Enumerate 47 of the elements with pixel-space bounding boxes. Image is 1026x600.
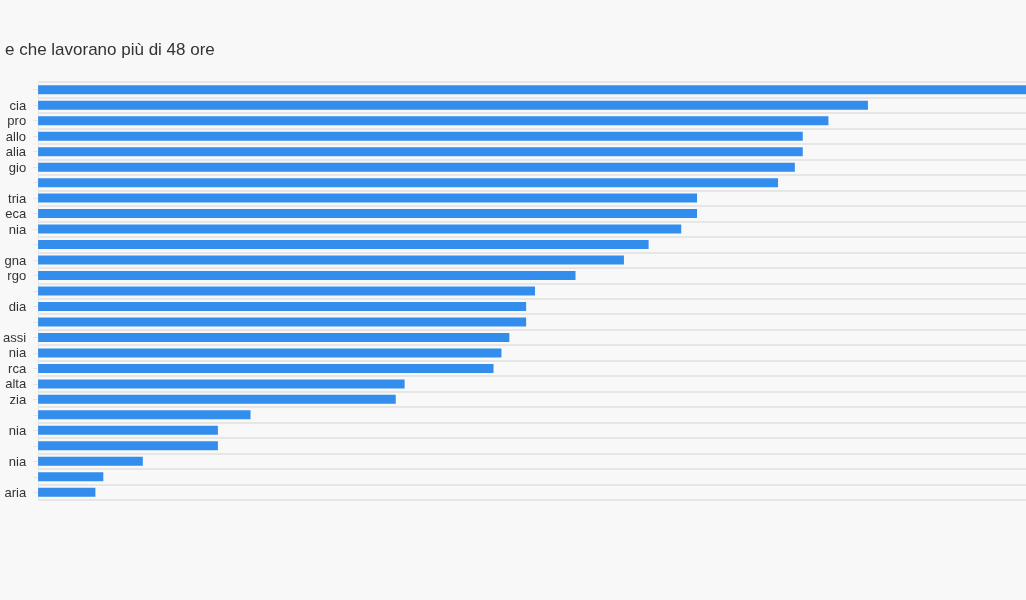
bar <box>38 379 405 389</box>
y-tick-label: pro <box>7 113 27 129</box>
bar <box>38 193 698 203</box>
bar <box>38 85 1026 95</box>
bar <box>38 410 251 420</box>
bar <box>38 255 624 265</box>
bar <box>38 456 143 466</box>
y-tick-label: rgo <box>7 268 27 284</box>
y-tick-label: eca <box>5 206 27 222</box>
bar <box>38 100 868 110</box>
bar <box>38 271 576 281</box>
bar <box>38 147 803 157</box>
bar <box>38 332 510 342</box>
y-tick-label: alta <box>5 376 27 392</box>
bar <box>38 162 795 172</box>
y-tick-label: cia <box>9 97 27 113</box>
y-tick-label: rca <box>8 360 27 376</box>
bar <box>38 441 218 451</box>
bar <box>38 472 104 482</box>
y-tick-label: gio <box>8 159 27 175</box>
bar <box>38 394 396 404</box>
bar <box>38 425 218 435</box>
bar <box>38 209 698 219</box>
bar <box>38 317 527 327</box>
bar <box>38 116 829 126</box>
chart-title: e che lavorano più di 48 ore <box>5 40 215 59</box>
y-tick-label: aria <box>4 484 27 500</box>
bar <box>38 363 494 373</box>
bar <box>38 487 96 497</box>
y-tick-label: dia <box>8 298 27 314</box>
bar <box>38 178 779 188</box>
bar <box>38 224 682 234</box>
y-tick-label: allo <box>5 128 27 144</box>
y-tick-label: gna <box>4 252 27 268</box>
y-tick-label: nia <box>8 422 27 438</box>
bar <box>38 301 527 311</box>
y-tick-label: tria <box>8 190 27 206</box>
y-tick-label: assi <box>2 329 27 345</box>
y-tick-label: nia <box>8 453 27 469</box>
y-tick-label: nia <box>8 221 27 237</box>
bar <box>38 240 649 250</box>
bar <box>38 348 502 358</box>
y-tick-label: nia <box>8 345 27 361</box>
bar <box>38 286 536 296</box>
y-tick-label: zia <box>9 391 27 407</box>
bar <box>38 131 803 141</box>
y-tick-label: alia <box>5 144 27 160</box>
